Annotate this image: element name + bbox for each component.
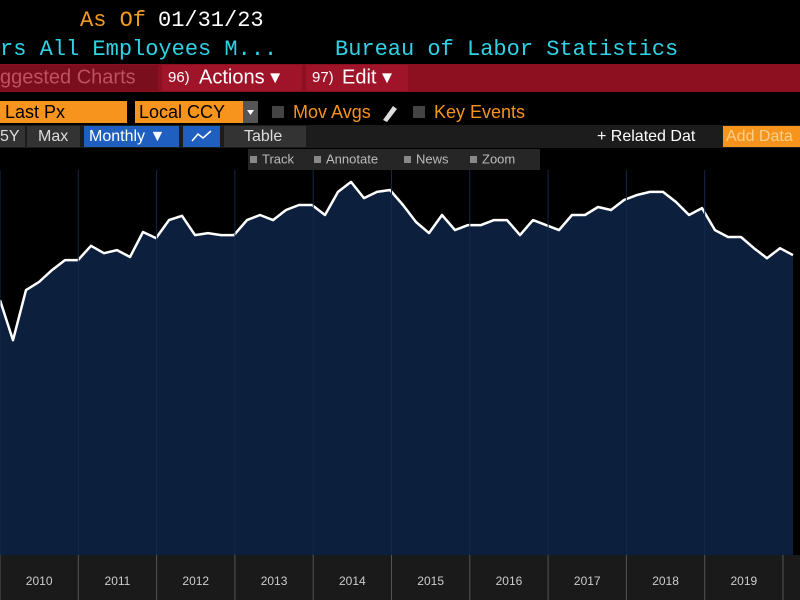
x-tick-label: 2017: [574, 574, 601, 588]
tab-5y[interactable]: [0, 126, 25, 147]
x-tick-label: 2015: [417, 574, 444, 588]
source: Bureau of Labor Statistics: [335, 37, 678, 62]
suggested-button[interactable]: [0, 65, 158, 91]
pencil-icon[interactable]: [383, 106, 397, 122]
tab-frequency[interactable]: [84, 126, 179, 147]
mov-avgs-checkbox[interactable]: [272, 106, 284, 118]
security-title: rs All Employees M...: [0, 37, 277, 62]
frequency[interactable]: Monthly ▼: [89, 128, 165, 145]
x-tick-label: 2016: [496, 574, 523, 588]
x-tick-label: 2012: [182, 574, 209, 588]
actions-number: 96): [168, 69, 190, 86]
chart-icon: [191, 130, 212, 142]
tool-icon: [470, 156, 477, 163]
tool-label[interactable]: Zoom: [482, 151, 515, 166]
tools: Track Annotate News Zoom: [250, 151, 515, 166]
x-tick-label: 2013: [261, 574, 288, 588]
currency[interactable]: Local CCY: [139, 102, 225, 122]
edit-menu[interactable]: Edit ▾: [342, 66, 392, 88]
x-tick-label: 2018: [652, 574, 679, 588]
tool-label[interactable]: Annotate: [326, 151, 378, 166]
tool-icon: [404, 156, 411, 163]
edit-button[interactable]: [306, 65, 408, 91]
currency-box[interactable]: [135, 101, 243, 123]
key-events-checkbox[interactable]: [413, 106, 425, 118]
chart: [0, 170, 794, 555]
edit-number: 97): [312, 69, 334, 86]
field-box[interactable]: [0, 101, 127, 123]
field[interactable]: Last Px: [5, 102, 65, 122]
as-of-label: As Of: [80, 8, 146, 33]
line: [0, 180, 794, 342]
x-tick-label: 2011: [105, 574, 131, 588]
tools-bar: [248, 149, 540, 170]
suggested-charts[interactable]: ggested Charts: [0, 66, 136, 88]
key-events[interactable]: Key Events: [434, 102, 525, 122]
as-of-date: 01/31/23: [158, 8, 264, 33]
actions-button[interactable]: [162, 65, 302, 91]
tool-label[interactable]: Track: [262, 151, 295, 166]
x-tick-label: 2010: [26, 574, 53, 588]
x-tick-label: 2019: [730, 574, 757, 588]
tab-max[interactable]: [27, 126, 80, 147]
x-axis-band: [0, 555, 800, 600]
mov-avgs[interactable]: Mov Avgs: [293, 102, 371, 122]
dropdown-arrow: [247, 110, 254, 115]
range-max[interactable]: Max: [38, 128, 68, 145]
area: [0, 181, 793, 555]
tool-icon: [250, 156, 257, 163]
related-data[interactable]: + Related Dat: [597, 128, 696, 145]
x-axis: 2010 2011 2012 2013 2014 2015 2016 2017 2018 2019: [0, 555, 784, 600]
table[interactable]: Table: [244, 128, 282, 145]
range-5y[interactable]: 5Y: [0, 128, 20, 145]
x-tick-label: 2014: [339, 574, 366, 588]
add-data-box[interactable]: [723, 126, 800, 147]
tool-icon: [314, 156, 321, 163]
tab-table[interactable]: [224, 126, 306, 147]
actions-menu[interactable]: Actions ▾: [199, 66, 280, 88]
add-data[interactable]: Add Data: [726, 128, 793, 145]
tool-label[interactable]: News: [416, 151, 449, 166]
